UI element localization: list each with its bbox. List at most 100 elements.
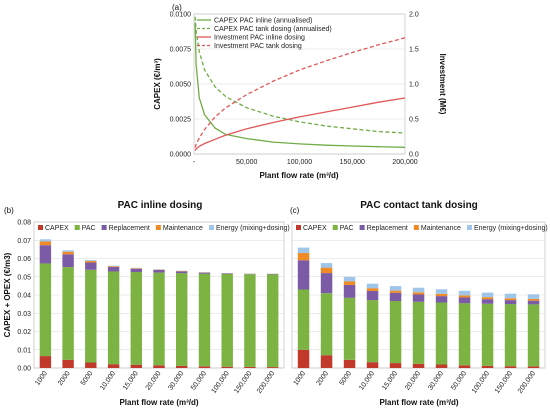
panel-b-y-axis-label: CAPEX + OPEX (€/m3) (3, 252, 12, 337)
panel-b-x-axis-label: Plant flow rate (m³/d) (119, 398, 198, 407)
panel-b-bar-segment (62, 254, 74, 268)
panel-c-title: PAC contact tank dosing (360, 200, 478, 211)
panel-b-x-tick-label: 1000 (34, 370, 49, 387)
panel-b-y-tick-label: 0.00 (17, 366, 31, 373)
panel-b-bar-segment (267, 367, 279, 369)
panel-c-bar-segment (481, 292, 494, 298)
panel-c-bar-segment (320, 293, 333, 356)
panel-c-bar-segment (504, 300, 517, 305)
panel-b-bar-segment (198, 366, 211, 369)
panel-c-bar-segment (366, 362, 379, 369)
panel-c-x-tick-label: 50,000 (450, 370, 468, 392)
panel-b-legend-label: PAC (82, 225, 96, 232)
panel-b-y-tick-label: 0.02 (17, 329, 31, 336)
panel-c-x-tick-label: 5000 (338, 370, 353, 387)
panel-b: (b) PAC inline dosing 0.00 0.01 0.02 0.03 0.… (3, 200, 290, 407)
panel-c-x-tick-label: 2000 (315, 370, 330, 387)
panel-b-bar-segment (107, 266, 120, 272)
panel-a-left-tick-label: 0.0100 (170, 12, 192, 19)
panel-c-bar-segment (504, 304, 517, 367)
panel-a-right-tick-label: 0.5 (409, 117, 419, 124)
panel-c-bar-segment (458, 290, 471, 296)
panel-b-bar-segment (62, 267, 74, 360)
panel-b-bar-segment (62, 251, 74, 255)
panel-c-x-tick-label: 100,000 (471, 370, 491, 395)
panel-c-bar-segment (343, 285, 356, 298)
panel-b-x-tick-label: 50,000 (190, 370, 208, 392)
panel-c-legend-label: Maintenance (421, 225, 461, 232)
panel-c-bar-segment (389, 292, 402, 302)
panel-c-bar-segment (435, 289, 448, 294)
panel-c-legend-label: Replacement (367, 225, 408, 232)
panel-b-legend-label: Replacement (109, 225, 150, 232)
panel-a-x-axis-label: Plant flow rate (m³/d) (259, 171, 338, 180)
panel-c-bar-segment (435, 364, 448, 368)
panel-c-bar-segment (435, 293, 448, 297)
panel-a-right-tick-label: 1.0 (409, 82, 419, 89)
panel-c-bar-segment (527, 298, 540, 301)
panel-b-bar-segment (130, 364, 142, 368)
panel-c-x-tick-label: 1000 (292, 370, 307, 387)
panel-b-bar-segment (85, 262, 97, 270)
panel-b-bar-segment (39, 239, 52, 242)
panel-c-bar-segment (504, 293, 517, 299)
panel-b-legend-swatch (74, 225, 80, 230)
panel-a-left-tick-label: 0.0025 (170, 117, 192, 124)
panel-a-left-tick-label: 0.0075 (170, 47, 192, 54)
panel-c-x-tick-label: 150,000 (494, 370, 514, 395)
panel-c-bar-segment (481, 303, 494, 366)
panel-b-legend-label: Energy (mixing+dosing) (216, 225, 290, 232)
panel-c-legend-swatch (413, 225, 419, 230)
panel-b-bar-segment (198, 272, 211, 274)
panel-b-bar-segment (62, 359, 74, 369)
panel-b-y-tick-label: 0.01 (17, 347, 31, 354)
panel-c-bar-segment (435, 296, 448, 303)
panel-c-legend-swatch (332, 225, 338, 230)
panel-c-bar-segment (320, 267, 333, 274)
panel-b-legend-swatch (155, 225, 161, 230)
panel-b-bar-segment (130, 272, 142, 365)
panel-b-y-tick-label: 0.07 (17, 238, 31, 245)
panel-c-bar-segment (458, 303, 471, 366)
panel-b-x-tick-label: 30,000 (167, 370, 185, 392)
panel-b-legend-swatch (101, 225, 107, 230)
panel-c-x-tick-label: 30,000 (427, 370, 445, 392)
panel-a-series-line (194, 22, 406, 148)
panel-b-x-tick-label: 2000 (57, 370, 72, 387)
panel-a-x-tick-label: - (193, 159, 196, 166)
panel-b-bar-segment (39, 263, 52, 357)
panel-a-legend-label: Investment PAC inline dosing (214, 35, 305, 42)
panel-c-bar-segment (343, 281, 356, 285)
panel-b-bar-segment (221, 274, 233, 367)
panel-c-bar-segment (366, 300, 379, 363)
panel-a-x-tick-label: 150,000 (340, 159, 365, 166)
panel-c-bar-segment (527, 304, 540, 367)
panel-b-bar-segment (176, 271, 188, 274)
panel-b-bar-segment (107, 266, 120, 267)
panel-b-x-tick-label: 10,000 (99, 370, 117, 392)
panel-a-right-axis-label: Investment (M€) (438, 54, 447, 115)
panel-b-bar-segment (85, 269, 97, 363)
panel-c-bar-segment (481, 365, 494, 368)
panel-b-x-tick-label: 5000 (80, 370, 95, 387)
panel-c-bar-segment (412, 292, 425, 295)
panel-a-x-tick-label: 50,000 (236, 159, 258, 166)
panel-c-bar-segment (343, 359, 356, 369)
panel-c-bar-segment (366, 291, 379, 301)
panel-a-left-tick-label: 0.0050 (170, 82, 192, 89)
panel-b-x-tick-label: 20,000 (145, 370, 163, 392)
panel-a-series-line (194, 37, 406, 148)
panel-b-label: (b) (4, 206, 14, 215)
panel-c-bar-segment (366, 288, 379, 291)
panel-c-legend-label: PAC (340, 225, 354, 232)
panel-c-bar-segment (481, 297, 494, 300)
panel-c-bar-segment (481, 299, 494, 304)
panel-a-label: (a) (172, 3, 182, 12)
panel-c-bar-segment (297, 260, 310, 290)
panel-b-bar-segment (85, 362, 97, 368)
panel-c-legend-swatch (466, 225, 472, 230)
panel-a-right-tick-label: 2.0 (409, 12, 419, 19)
panel-c-bar-segment (412, 294, 425, 302)
panel-c-bar-segment (389, 363, 402, 369)
